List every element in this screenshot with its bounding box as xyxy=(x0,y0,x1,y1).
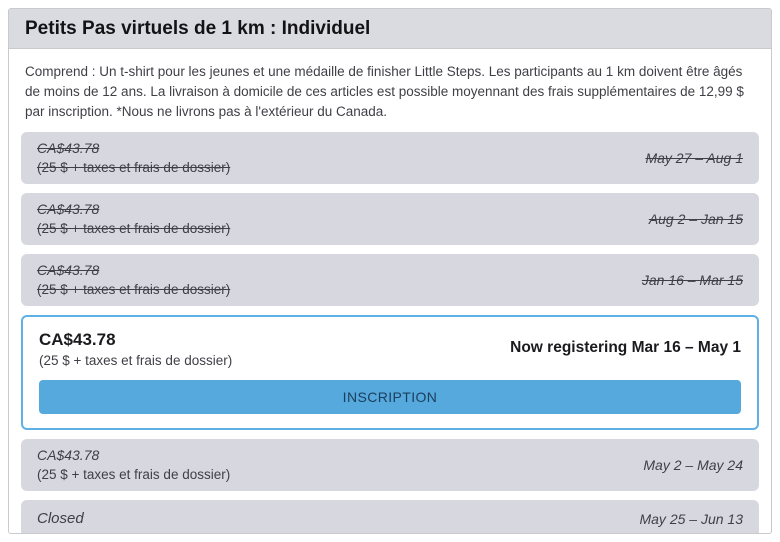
pricing-period-row-past-3: CA$43.78 (25 $ + taxes et frais de dossi… xyxy=(21,254,759,306)
now-registering-label: Now registering Mar 16 – May 1 xyxy=(510,339,741,356)
closed-label: Closed xyxy=(37,510,84,527)
price-detail: (25 $ + taxes et frais de dossier) xyxy=(37,160,231,175)
registration-panel: Petits Pas virtuels de 1 km : Individuel… xyxy=(8,8,772,534)
pricing-period-row-future: CA$43.78 (25 $ + taxes et frais de dossi… xyxy=(21,439,759,491)
pricing-period-row-past-2: CA$43.78 (25 $ + taxes et frais de dossi… xyxy=(21,193,759,245)
price-detail: (25 $ + taxes et frais de dossier) xyxy=(37,282,231,297)
price-block: CA$43.78 (25 $ + taxes et frais de dossi… xyxy=(39,329,232,370)
price-detail: (25 $ + taxes et frais de dossier) xyxy=(37,221,231,236)
current-period-info: CA$43.78 (25 $ + taxes et frais de dossi… xyxy=(39,329,741,370)
price: CA$43.78 xyxy=(37,262,100,278)
price: CA$43.78 xyxy=(37,447,100,463)
price-block: CA$43.78 (25 $ + taxes et frais de dossi… xyxy=(37,138,230,178)
inscription-button[interactable]: INSCRIPTION xyxy=(39,380,741,414)
price-detail: (25 $ + taxes et frais de dossier) xyxy=(37,467,231,482)
price: CA$43.78 xyxy=(37,201,100,217)
page-title: Petits Pas virtuels de 1 km : Individuel xyxy=(25,18,371,39)
date-range: Jan 16 – Mar 15 xyxy=(641,272,743,288)
date-range: May 25 – Jun 13 xyxy=(639,511,743,527)
price-block: CA$43.78 (25 $ + taxes et frais de dossi… xyxy=(37,260,230,300)
price-detail: (25 $ + taxes et frais de dossier) xyxy=(39,353,233,368)
price-block: CA$43.78 (25 $ + taxes et frais de dossi… xyxy=(37,199,230,239)
date-range: May 2 – May 24 xyxy=(643,457,743,473)
date-range: Aug 2 – Jan 15 xyxy=(648,211,743,227)
panel-header: Petits Pas virtuels de 1 km : Individuel xyxy=(9,9,771,49)
pricing-period-row-past-1: CA$43.78 (25 $ + taxes et frais de dossi… xyxy=(21,132,759,184)
price: CA$43.78 xyxy=(39,330,116,349)
pricing-period-list: CA$43.78 (25 $ + taxes et frais de dossi… xyxy=(9,132,771,533)
pricing-period-row-current: CA$43.78 (25 $ + taxes et frais de dossi… xyxy=(21,315,759,430)
event-description: Comprend : Un t-shirt pour les jeunes et… xyxy=(25,64,744,119)
pricing-period-row-closed: Closed May 25 – Jun 13 xyxy=(21,500,759,533)
price: CA$43.78 xyxy=(37,140,100,156)
price-block: CA$43.78 (25 $ + taxes et frais de dossi… xyxy=(37,445,230,485)
date-range: May 27 – Aug 1 xyxy=(645,150,743,166)
